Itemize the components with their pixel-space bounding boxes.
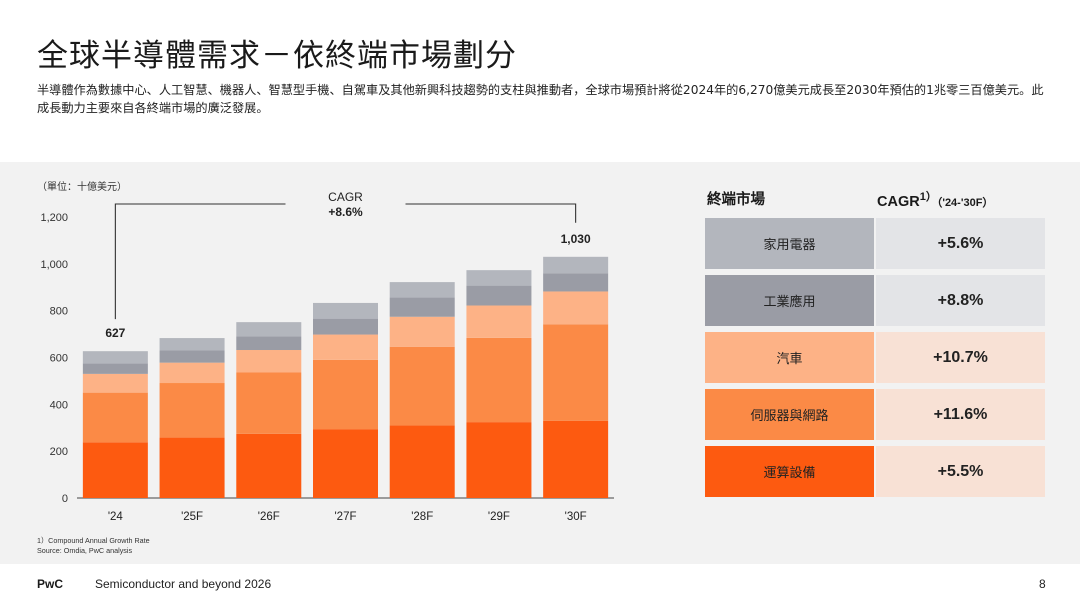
stacked-bar-chart: （單位：十億美元） 0 200 400 600 800 1,000 1,200 627 1,0… <box>37 180 614 523</box>
bar-segment <box>313 318 378 335</box>
bar-segment <box>159 383 225 438</box>
bar-segment <box>543 420 609 498</box>
segment-cell: 工業應用 <box>705 275 874 326</box>
bar-segment <box>236 372 302 434</box>
unit-label: （單位：十億美元） <box>37 180 127 193</box>
bar-segment <box>466 270 532 286</box>
table-header-cagr: CAGR1）（'24-'30F） <box>877 188 993 210</box>
bar-segment <box>82 442 148 498</box>
y-tick-label: 600 <box>50 353 68 365</box>
page-subtitle: 半導體作為數據中心、人工智慧、機器人、智慧型手機、自駕車及其他新興科技趨勢的支柱… <box>37 83 1044 115</box>
y-tick-label: 0 <box>62 493 68 505</box>
bar-segment <box>313 429 378 498</box>
bar-segment <box>389 425 455 498</box>
segment-cell: 汽車 <box>705 332 874 383</box>
page-title: 全球半導體需求－依終端市場劃分 <box>37 38 517 74</box>
bar-segment <box>82 363 148 374</box>
y-tick-label: 1,200 <box>40 212 68 224</box>
table-row: 家用電器 +5.6% <box>705 218 1045 269</box>
bar-segment <box>236 322 302 337</box>
cagr-label: CAGR <box>328 190 363 204</box>
y-tick-label: 200 <box>50 446 68 458</box>
bar-segment <box>236 336 302 351</box>
y-tick-label: 800 <box>50 306 68 318</box>
bar-segment <box>159 350 225 363</box>
bar-segment <box>313 302 378 319</box>
cagr-cell: +11.6% <box>876 389 1045 440</box>
bar-segment <box>313 334 378 360</box>
cagr-annotation: CAGR+8.6% <box>114 190 577 320</box>
bar-segment <box>159 338 225 351</box>
bar-segment <box>543 324 609 421</box>
cagr-cell: +5.5% <box>876 446 1045 497</box>
footnote: 1）Compound Annual Growth Rate <box>37 536 150 545</box>
bar-segment <box>466 305 532 338</box>
cagr-cell: +8.8% <box>876 275 1045 326</box>
bar-segment <box>466 422 532 498</box>
segment-cell: 伺服器與網路 <box>705 389 874 440</box>
segment-cell: 運算設備 <box>705 446 874 497</box>
bar-segment <box>466 285 532 306</box>
bar-segment <box>543 273 609 292</box>
x-axis: '24 '25F '26F '27F '28F '29F '30F <box>108 511 587 523</box>
bar-segment <box>543 291 609 325</box>
table-row: 汽車 +10.7% <box>705 332 1045 383</box>
table-row: 工業應用 +8.8% <box>705 275 1045 326</box>
total-label: 1,030 <box>561 232 591 246</box>
x-tick-label: '26F <box>258 511 280 523</box>
segment-cell: 家用電器 <box>705 218 874 269</box>
y-tick-label: 400 <box>50 399 68 411</box>
bar-segment <box>159 362 225 384</box>
y-tick-label: 1,000 <box>40 259 68 271</box>
cagr-header-period: （'24-'30F） <box>936 196 994 209</box>
table-row: 運算設備 +5.5% <box>705 446 1045 497</box>
bar-segment <box>389 297 455 317</box>
brand-logo-text: PwC <box>37 577 64 591</box>
bar-segment <box>389 346 455 426</box>
bar-segment <box>236 433 302 498</box>
cagr-value: +8.6% <box>328 205 363 219</box>
bar-segment <box>82 351 148 364</box>
cagr-cell: +10.7% <box>876 332 1045 383</box>
cagr-header-main: CAGR <box>877 193 920 210</box>
table-header-segment: 終端市場 <box>707 192 765 208</box>
cagr-cell: +5.6% <box>876 218 1045 269</box>
report-title: Semiconductor and beyond 2026 <box>95 577 272 591</box>
bar-segment <box>159 437 225 498</box>
bars-group: 627 1,030 <box>82 232 609 498</box>
page-number: 8 <box>1039 577 1046 591</box>
x-tick-label: '27F <box>334 511 356 523</box>
x-tick-label: '30F <box>565 511 587 523</box>
x-tick-label: '25F <box>181 511 203 523</box>
x-tick-label: '29F <box>488 511 510 523</box>
bar-segment <box>82 392 148 443</box>
bar-segment <box>236 350 302 373</box>
cagr-bracket <box>114 203 577 320</box>
total-label: 627 <box>105 326 125 340</box>
bar-segment <box>389 282 455 298</box>
x-tick-label: '24 <box>108 511 124 523</box>
bar-segment <box>389 316 455 347</box>
table-row: 伺服器與網路 +11.6% <box>705 389 1045 440</box>
cagr-header-sup: 1） <box>919 191 937 203</box>
bar-segment <box>466 337 532 423</box>
bar-segment <box>313 359 378 430</box>
bar-segment <box>543 256 609 274</box>
x-tick-label: '28F <box>411 511 433 523</box>
source-note: Source: Omdia, PwC analysis <box>37 546 133 555</box>
bar-segment <box>82 373 148 393</box>
